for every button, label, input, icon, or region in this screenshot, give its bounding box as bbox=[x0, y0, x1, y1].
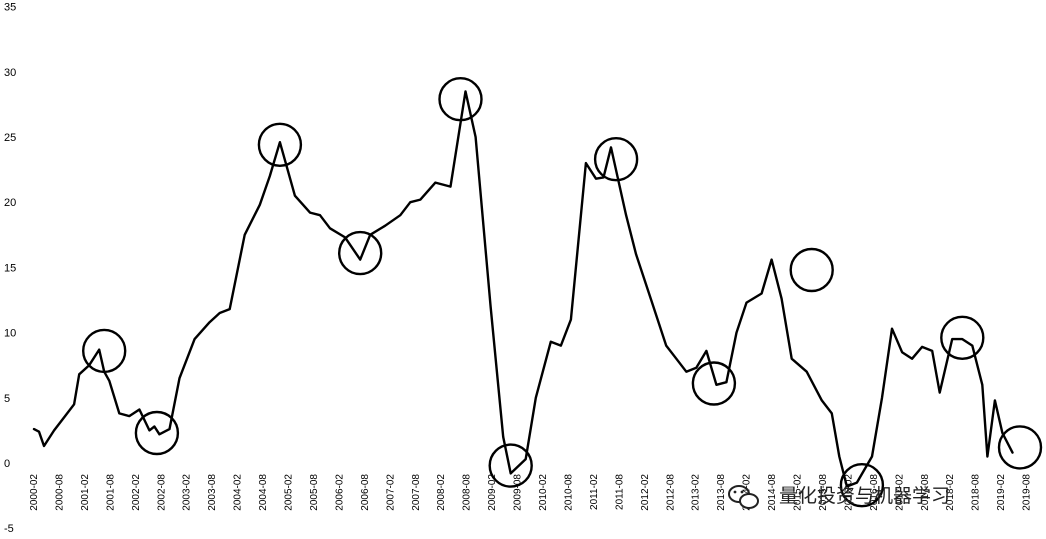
annotation-circle bbox=[438, 76, 483, 122]
x-tick-label: 2002-08 bbox=[156, 474, 167, 511]
x-tick-label: 2015-02 bbox=[793, 474, 804, 511]
x-tick-label: 2015-08 bbox=[818, 474, 829, 511]
y-tick-label: 0 bbox=[4, 458, 10, 470]
x-tick-label: 2010-08 bbox=[563, 474, 574, 511]
x-tick-label: 2005-02 bbox=[284, 474, 295, 511]
x-tick-label: 2009-08 bbox=[513, 474, 524, 511]
annotation-circle bbox=[488, 443, 533, 488]
x-tick-label: 2003-08 bbox=[207, 474, 218, 511]
x-tick-label: 2000-08 bbox=[54, 474, 65, 511]
x-tick-label: 2010-02 bbox=[538, 474, 549, 511]
annotation-circle bbox=[257, 122, 303, 168]
x-tick-label: 2008-02 bbox=[436, 474, 447, 511]
wechat-icon bbox=[728, 485, 759, 509]
x-tick-label: 2002-02 bbox=[131, 474, 142, 511]
series-group bbox=[32, 90, 1014, 488]
y-tick-label: 20 bbox=[4, 197, 16, 209]
x-tick-label: 2007-08 bbox=[411, 474, 422, 511]
x-tick-label: 2003-02 bbox=[182, 474, 193, 511]
x-tick-label: 2006-08 bbox=[360, 474, 371, 511]
annotation-circle bbox=[997, 425, 1043, 470]
x-tick-label: 2007-02 bbox=[385, 474, 396, 511]
x-tick-label: 2011-08 bbox=[614, 474, 625, 510]
y-tick-label: 25 bbox=[4, 132, 16, 144]
annotation-circle bbox=[338, 230, 383, 276]
watermark: 量化投资与机器学习 bbox=[728, 485, 950, 509]
x-tick-label: 2012-08 bbox=[665, 474, 676, 511]
x-tick-label: 2016-02 bbox=[843, 474, 854, 511]
annotation-circle bbox=[691, 361, 737, 406]
annotation-circle bbox=[839, 463, 885, 508]
x-tick-label: 2019-02 bbox=[996, 474, 1007, 511]
x-tick-label: 2017-02 bbox=[894, 474, 905, 511]
x-tick-label: 2004-02 bbox=[233, 474, 244, 511]
x-axis: 2000-02 2000-08 2001-02 2001-08 2002-02 2002-… bbox=[29, 474, 1033, 511]
x-tick-label: 2006-02 bbox=[334, 474, 345, 511]
annotation-circles bbox=[81, 76, 1043, 508]
y-tick-label: -5 bbox=[4, 523, 14, 535]
x-tick-label: 2005-08 bbox=[309, 474, 320, 511]
x-tick-label: 2013-08 bbox=[716, 474, 727, 511]
annotation-circle bbox=[81, 328, 127, 374]
x-tick-label: 2014-02 bbox=[742, 474, 753, 511]
y-tick-label: 15 bbox=[4, 262, 16, 274]
x-tick-label: 2000-02 bbox=[29, 474, 40, 511]
x-tick-label: 2011-02 bbox=[589, 474, 600, 510]
annotation-circle bbox=[789, 247, 834, 293]
y-tick-label: 35 bbox=[4, 2, 16, 14]
annotation-circle bbox=[593, 136, 639, 182]
x-tick-label: 2008-08 bbox=[462, 474, 473, 511]
x-tick-label: 2013-02 bbox=[691, 474, 702, 511]
series-line bbox=[32, 90, 1014, 488]
x-tick-label: 2001-08 bbox=[105, 474, 116, 511]
x-tick-label: 2018-02 bbox=[945, 474, 956, 511]
y-tick-label: 5 bbox=[4, 393, 10, 405]
watermark-text: 量化投资与机器学习 bbox=[779, 485, 950, 507]
x-tick-label: 2014-08 bbox=[767, 474, 778, 511]
annotation-circle bbox=[134, 410, 180, 456]
y-axis: -5 0 5 10 15 20 25 30 35 bbox=[4, 2, 16, 536]
y-tick-label: 10 bbox=[4, 328, 16, 340]
y-tick-label: 30 bbox=[4, 67, 16, 79]
x-tick-label: 2004-08 bbox=[258, 474, 269, 511]
x-tick-label: 2017-08 bbox=[920, 474, 931, 511]
annotation-circle bbox=[940, 315, 985, 360]
x-tick-label: 2012-02 bbox=[640, 474, 651, 511]
x-tick-label: 2019-08 bbox=[1022, 474, 1033, 511]
x-tick-label: 2009-02 bbox=[487, 474, 498, 511]
x-tick-label: 2016-08 bbox=[869, 474, 880, 511]
x-tick-label: 2001-02 bbox=[80, 474, 91, 511]
x-tick-label: 2018-08 bbox=[971, 474, 982, 511]
